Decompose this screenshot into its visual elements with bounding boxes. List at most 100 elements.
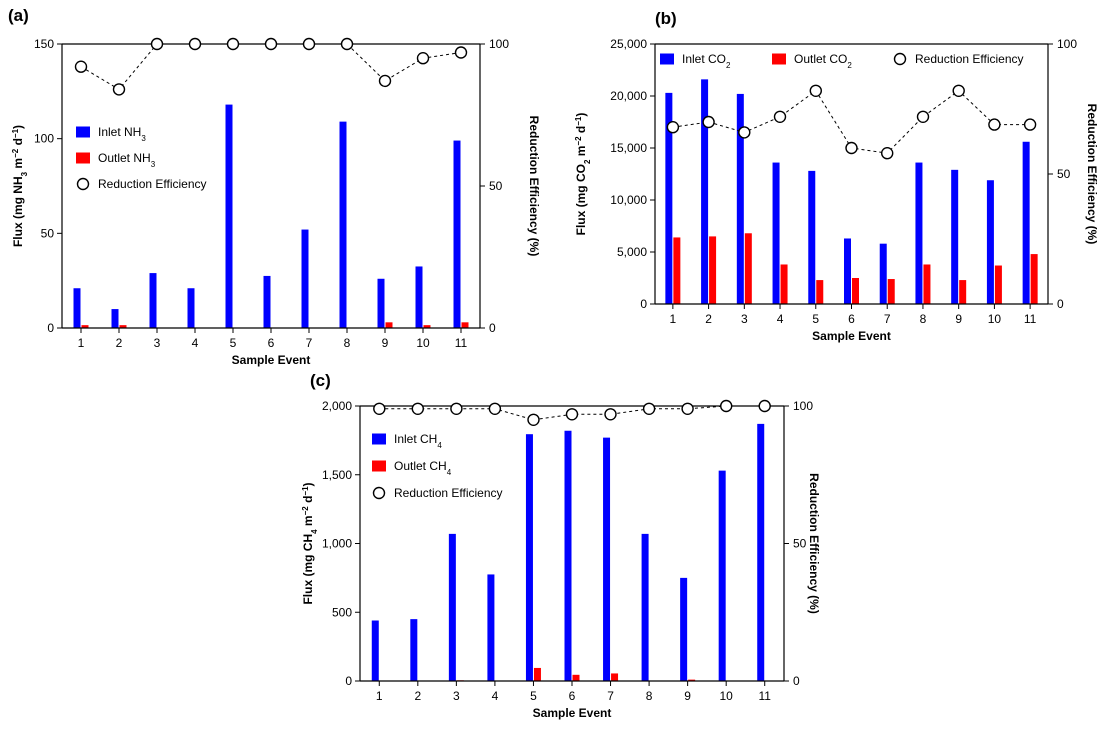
efficiency-point-1 [74, 60, 88, 73]
legend: Inlet CH4 Outlet CH4 Reduction Efficiency [372, 432, 503, 500]
x-tick-label: 3 [741, 312, 748, 326]
bar-inlet-3 [149, 273, 157, 328]
bar-inlet-4 [187, 288, 195, 328]
y2-tick-label: 50 [1057, 167, 1071, 181]
x-tick-label: 5 [230, 336, 237, 350]
x-tick-label: 11 [455, 336, 468, 350]
y-axis-title: Flux (mg CH4 m−2 d−1) [301, 482, 319, 604]
x-tick-label: 8 [646, 689, 653, 703]
efficiency-point-11 [454, 46, 468, 59]
bar-outlet-3 [744, 233, 752, 304]
bar-inlet-7 [879, 243, 887, 304]
efficiency-point-6 [565, 408, 579, 421]
efficiency-point-8 [642, 402, 656, 415]
legend: Inlet NH3 Outlet NH3 Reduction Efficiency [76, 125, 207, 191]
efficiency-point-9 [681, 402, 694, 415]
x-axis-title: Sample Event [232, 353, 311, 367]
legend-efficiency-marker [76, 177, 90, 191]
legend-efficiency-marker [893, 52, 907, 66]
panel-label: (b) [655, 9, 677, 28]
bar-outlet-10 [423, 325, 431, 328]
y-tick-label: 150 [34, 37, 54, 51]
efficiency-point-4 [488, 402, 502, 415]
legend: Inlet CO2 Outlet CO2 Reduction Efficiency [660, 52, 1024, 70]
y-tick-label: 0 [47, 321, 54, 335]
x-tick-label: 8 [920, 312, 927, 326]
bar-inlet-6 [564, 430, 572, 681]
x-tick-label: 7 [884, 312, 891, 326]
x-tick-label: 9 [382, 336, 389, 350]
efficiency-point-5 [527, 413, 540, 426]
bar-outlet-9 [385, 322, 393, 328]
x-tick-label: 1 [376, 689, 383, 703]
y2-axis-title: Reduction Efficiency (%) [1085, 104, 1099, 245]
x-tick-label: 5 [812, 312, 819, 326]
y2-tick-label: 100 [793, 399, 813, 413]
bar-inlet-2 [111, 309, 119, 328]
efficiency-point-8 [916, 110, 930, 124]
efficiency-point-5 [809, 84, 822, 98]
chart-panel-1: (a) 0 50 100 150 0 50 100 1 2 3 4 5 6 7 8 9 10 11 Sample Ev… [8, 6, 541, 367]
y-tick-label: 1,500 [322, 468, 352, 482]
y-tick-label: 10,000 [610, 193, 647, 207]
x-tick-label: 9 [955, 312, 962, 326]
efficiency-point-9 [952, 84, 965, 98]
efficiency-point-3 [450, 402, 463, 415]
legend-efficiency-label: Reduction Efficiency [915, 52, 1024, 66]
bar-inlet-3 [448, 533, 456, 682]
bar-outlet-1 [81, 325, 89, 328]
y-tick-label: 15,000 [610, 141, 647, 155]
bar-inlet-8 [339, 121, 347, 328]
bar-inlet-9 [680, 577, 688, 682]
bar-inlet-5 [525, 434, 533, 681]
x-tick-label: 4 [492, 689, 499, 703]
efficiency-point-6 [264, 37, 278, 51]
legend-outlet-swatch [76, 152, 90, 164]
efficiency-point-8 [340, 37, 354, 51]
bar-inlet-5 [225, 104, 233, 328]
y-tick-label: 500 [332, 605, 352, 619]
bar-outlet-5 [816, 280, 824, 304]
panel-label: (c) [310, 371, 331, 390]
y2-axis-title: Reduction Efficiency (%) [527, 116, 541, 257]
x-axis-title: Sample Event [533, 706, 612, 720]
y-tick-label: 100 [34, 132, 54, 146]
y2-tick-label: 0 [793, 674, 800, 688]
y-axis-title: Flux (mg NH3 m−2 d−1) [11, 125, 29, 247]
bar-outlet-2 [119, 325, 127, 328]
bar-inlet-8 [641, 533, 649, 682]
legend-efficiency-marker [372, 486, 386, 500]
y2-tick-label: 50 [793, 537, 807, 551]
x-tick-label: 2 [116, 336, 123, 350]
x-tick-label: 4 [777, 312, 784, 326]
efficiency-point-9 [378, 74, 392, 88]
efficiency-point-6 [845, 141, 858, 155]
x-tick-label: 7 [607, 689, 614, 703]
bar-inlet-10 [415, 266, 423, 328]
efficiency-point-3 [738, 126, 751, 139]
x-axis-title: Sample Event [812, 329, 891, 343]
efficiency-point-10 [720, 399, 733, 413]
efficiency-point-1 [666, 120, 680, 134]
legend-inlet-swatch [372, 433, 386, 445]
chart-panel-3: (c) 0 500 1,000 1,500 2,000 0 50 100 1 2 3 4 5 6 7 8 9 10 1… [301, 371, 822, 720]
bar-inlet-1 [73, 288, 81, 328]
panel-label: (a) [8, 6, 29, 25]
bar-inlet-11 [1022, 141, 1030, 304]
bar-inlet-10 [718, 470, 726, 682]
y-tick-label: 0 [640, 297, 647, 311]
y2-tick-label: 0 [489, 321, 496, 335]
efficiency-point-11 [1023, 118, 1037, 131]
bar-outlet-11 [461, 322, 469, 328]
y2-tick-label: 100 [1057, 37, 1077, 51]
x-tick-label: 6 [268, 336, 275, 350]
x-tick-label: 7 [306, 336, 313, 350]
y2-tick-label: 50 [489, 179, 503, 193]
bar-outlet-1 [673, 237, 681, 304]
bar-outlet-9 [688, 679, 696, 682]
efficiency-point-7 [302, 37, 316, 51]
bar-inlet-10 [986, 180, 994, 304]
bar-outlet-10 [994, 265, 1002, 304]
efficiency-point-2 [411, 402, 424, 415]
